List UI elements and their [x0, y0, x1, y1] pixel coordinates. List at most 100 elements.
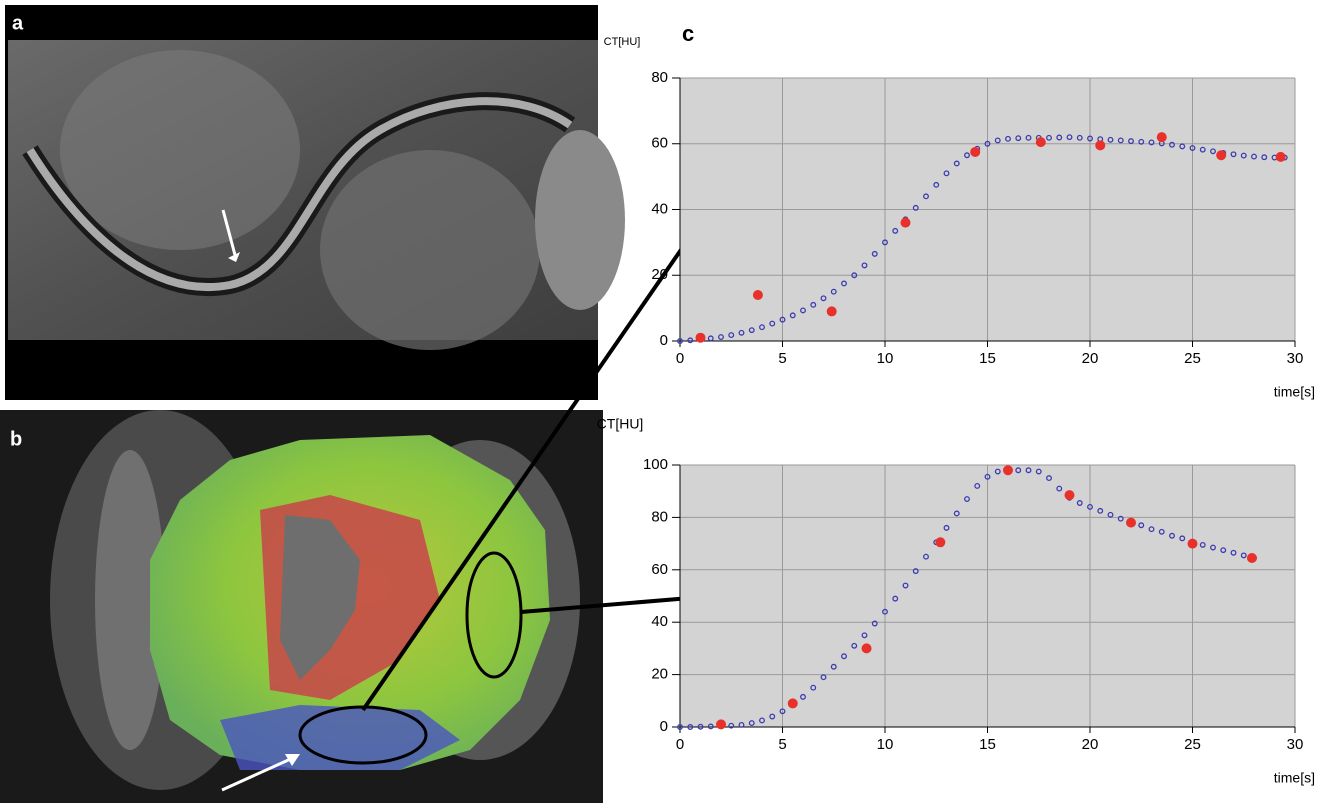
- panel-label: c: [682, 21, 694, 46]
- fit-point: [1138, 522, 1145, 529]
- fit-point: [953, 160, 960, 167]
- fit-point: [820, 674, 827, 681]
- fit-point: [984, 473, 991, 480]
- x-tick-label: 20: [1082, 350, 1099, 367]
- fit-point: [994, 468, 1001, 475]
- fit-point: [974, 483, 981, 489]
- fit-point: [871, 250, 878, 257]
- data-point: [1275, 151, 1286, 162]
- fit-point: [1046, 134, 1052, 141]
- fit-point: [882, 239, 888, 246]
- x-tick-label: 30: [1287, 736, 1304, 753]
- fit-point: [810, 301, 817, 308]
- fit-point: [892, 595, 899, 602]
- panel-a-image: [5, 5, 625, 400]
- fit-point: [759, 717, 765, 724]
- fit-point: [1230, 549, 1237, 556]
- fit-point: [1046, 475, 1052, 482]
- data-point: [1003, 465, 1013, 476]
- data-point: [900, 217, 911, 228]
- fit-point: [912, 204, 919, 211]
- x-tick-label: 15: [979, 350, 996, 367]
- fit-point: [1107, 136, 1114, 143]
- x-tick-label: 0: [676, 736, 684, 753]
- data-point: [1035, 137, 1046, 148]
- fit-point: [677, 724, 683, 730]
- fit-point: [1025, 134, 1032, 141]
- y-tick-label: 40: [651, 200, 668, 217]
- fit-point: [1087, 503, 1093, 510]
- fit-point: [964, 152, 970, 159]
- fit-point: [1128, 138, 1134, 145]
- data-point: [1156, 132, 1167, 143]
- x-axis-label: time[s]: [1274, 770, 1315, 786]
- x-tick-label: 0: [676, 350, 684, 367]
- fit-point: [861, 262, 868, 269]
- fit-point: [1148, 139, 1155, 146]
- x-tick-label: 30: [1287, 350, 1304, 367]
- y-tick-label: 0: [660, 718, 668, 735]
- fit-point: [1066, 134, 1073, 141]
- fit-point: [1240, 152, 1247, 159]
- fit-point: [1015, 467, 1022, 474]
- fit-point: [1251, 153, 1257, 160]
- fit-point: [697, 723, 704, 730]
- fit-point: [738, 329, 745, 336]
- y-tick-label: 20: [651, 666, 668, 683]
- fit-point: [687, 337, 694, 344]
- fit-point: [748, 327, 755, 334]
- panel-label: a: [12, 12, 24, 34]
- fit-point: [789, 312, 796, 319]
- fit-point: [1117, 137, 1124, 144]
- fit-point: [1220, 547, 1227, 554]
- fit-point: [943, 524, 950, 531]
- fit-point: [841, 653, 847, 660]
- y-tick-label: 80: [651, 508, 668, 525]
- fit-point: [728, 722, 735, 729]
- fit-point: [1148, 526, 1155, 533]
- fit-point: [1189, 145, 1196, 151]
- fit-point: [984, 140, 991, 147]
- fit-point: [830, 288, 837, 295]
- y-tick-label: 0: [660, 332, 668, 349]
- fit-point: [902, 582, 909, 589]
- fit-point: [923, 553, 929, 560]
- fit-point: [738, 721, 745, 728]
- fit-point: [1138, 138, 1145, 145]
- fit-point: [964, 496, 970, 503]
- data-point: [787, 698, 798, 709]
- x-tick-label: 25: [1184, 350, 1201, 367]
- fit-point: [769, 320, 776, 327]
- y-axis-label: CT[HU]: [597, 416, 644, 432]
- fit-point: [1076, 500, 1083, 506]
- fit-point: [912, 568, 919, 575]
- fit-point: [1087, 135, 1093, 142]
- fit-point: [851, 272, 858, 279]
- y-tick-label: 20: [651, 266, 668, 283]
- fit-point: [933, 181, 940, 188]
- y-tick-label: 60: [651, 135, 668, 152]
- fit-point: [1076, 134, 1083, 141]
- fit-point: [841, 280, 847, 287]
- fit-point: [1005, 135, 1011, 142]
- fit-point: [728, 332, 735, 339]
- data-point: [716, 719, 726, 730]
- data-point: [1064, 490, 1075, 501]
- fit-point: [1261, 154, 1268, 161]
- y-tick-label: 40: [651, 613, 668, 630]
- y-tick-label: 60: [651, 561, 668, 578]
- fit-point: [923, 193, 929, 200]
- fit-point: [1230, 151, 1237, 158]
- fit-point: [759, 324, 765, 331]
- fit-point: [718, 334, 724, 341]
- fit-point: [707, 723, 714, 730]
- fit-point: [800, 693, 806, 700]
- x-tick-label: 25: [1184, 736, 1201, 753]
- data-point: [1095, 140, 1106, 151]
- fit-point: [953, 510, 960, 517]
- x-tick-label: 5: [778, 736, 786, 753]
- fit-point: [1015, 135, 1022, 142]
- y-axis-label: CT[HU]: [604, 36, 641, 48]
- fit-point: [830, 663, 837, 670]
